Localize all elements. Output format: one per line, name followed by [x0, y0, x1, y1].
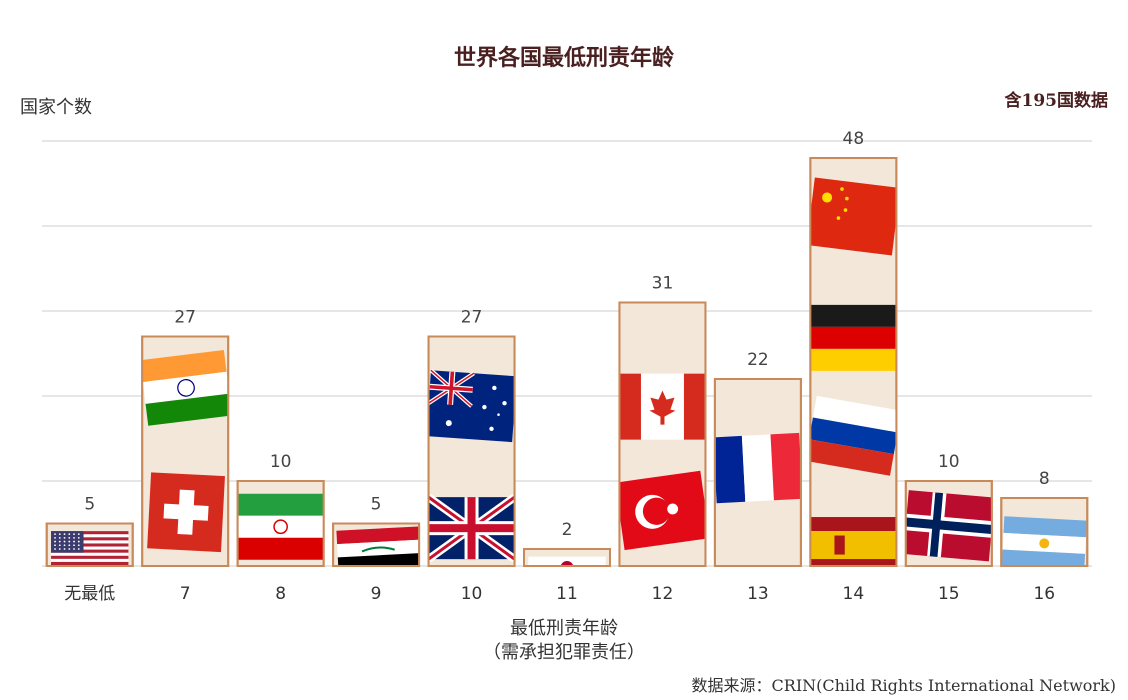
category-label: 15: [938, 584, 960, 604]
bar-outline-0: [45, 522, 134, 567]
value-label: 31: [652, 274, 674, 294]
bar-flags-5: [528, 556, 606, 566]
switzerland-flag: [147, 472, 225, 553]
chart-title: 世界各国最低刑责年龄: [453, 45, 674, 71]
value-label: 2: [562, 520, 573, 540]
bar-flags-2: [237, 493, 324, 560]
y-axis-label: 国家个数: [20, 97, 92, 118]
category-label: 12: [652, 584, 674, 604]
bar-outline-1: [141, 335, 230, 567]
uk-flag: [428, 493, 515, 563]
norway-flag: [905, 490, 992, 562]
category-label: 16: [1033, 584, 1055, 604]
bar-flags-9: [905, 490, 992, 562]
x-axis-label-main: 最低刑责年龄: [510, 618, 618, 639]
value-label: 5: [84, 495, 95, 515]
bar-outline-5: [523, 548, 611, 567]
category-label: 11: [556, 584, 578, 604]
x-axis-label-sub: （需承担犯罪责任）: [483, 642, 645, 663]
bar-flags-0: [51, 531, 129, 566]
category-label: 9: [371, 584, 382, 604]
bar-outline-2: [236, 480, 325, 567]
bar-outline-4: [427, 335, 516, 567]
category-label: 8: [275, 584, 286, 604]
germany-flag: [810, 304, 897, 371]
value-label: 48: [843, 129, 865, 149]
value-label: 5: [371, 495, 382, 515]
value-label: 27: [174, 308, 196, 328]
bar-outline-10: [1000, 497, 1089, 567]
turkey-flag: [619, 470, 706, 551]
russia-flag: [810, 395, 897, 476]
australia-flag: [428, 368, 515, 443]
canada-flag: [619, 373, 706, 440]
india-flag: [142, 349, 229, 426]
value-label: 22: [747, 350, 769, 370]
bar-flags-3: [336, 526, 420, 566]
x-axis-label: 最低刑责年龄 （需承担犯罪责任）: [0, 617, 1128, 665]
china-flag: [810, 177, 897, 256]
bar-outline-7: [713, 378, 802, 567]
bar-flags-1: [142, 349, 229, 553]
category-label: 7: [180, 584, 191, 604]
category-label: 14: [843, 584, 865, 604]
iran-flag: [237, 493, 324, 560]
category-label: 10: [461, 584, 483, 604]
bar-outline-3: [332, 522, 421, 567]
bar-outline-9: [904, 480, 993, 567]
value-label: 10: [270, 452, 292, 472]
category-label: 13: [747, 584, 769, 604]
category-label: 无最低: [64, 584, 115, 604]
value-label: 8: [1039, 469, 1050, 489]
bar-flags-10: [1001, 516, 1087, 566]
bar-outline-6: [618, 301, 707, 567]
bar-flags-4: [428, 368, 515, 563]
bar-outline-8: [809, 157, 898, 567]
usa-flag: [51, 531, 129, 566]
value-label: 10: [938, 452, 960, 472]
bar-flags-8: [810, 177, 897, 566]
france-flag: [714, 432, 801, 504]
iraq-flag: [336, 526, 420, 566]
spain-flag: [810, 517, 897, 566]
argentina-flag: [1001, 516, 1087, 566]
source-note: 数据来源：CRIN(Child Rights International Net…: [691, 676, 1116, 695]
bar-flags-7: [714, 432, 801, 504]
japan-flag: [528, 556, 606, 566]
bar-flags-6: [619, 373, 706, 551]
value-label: 27: [461, 308, 483, 328]
data-note: 含195国数据: [1004, 91, 1109, 111]
